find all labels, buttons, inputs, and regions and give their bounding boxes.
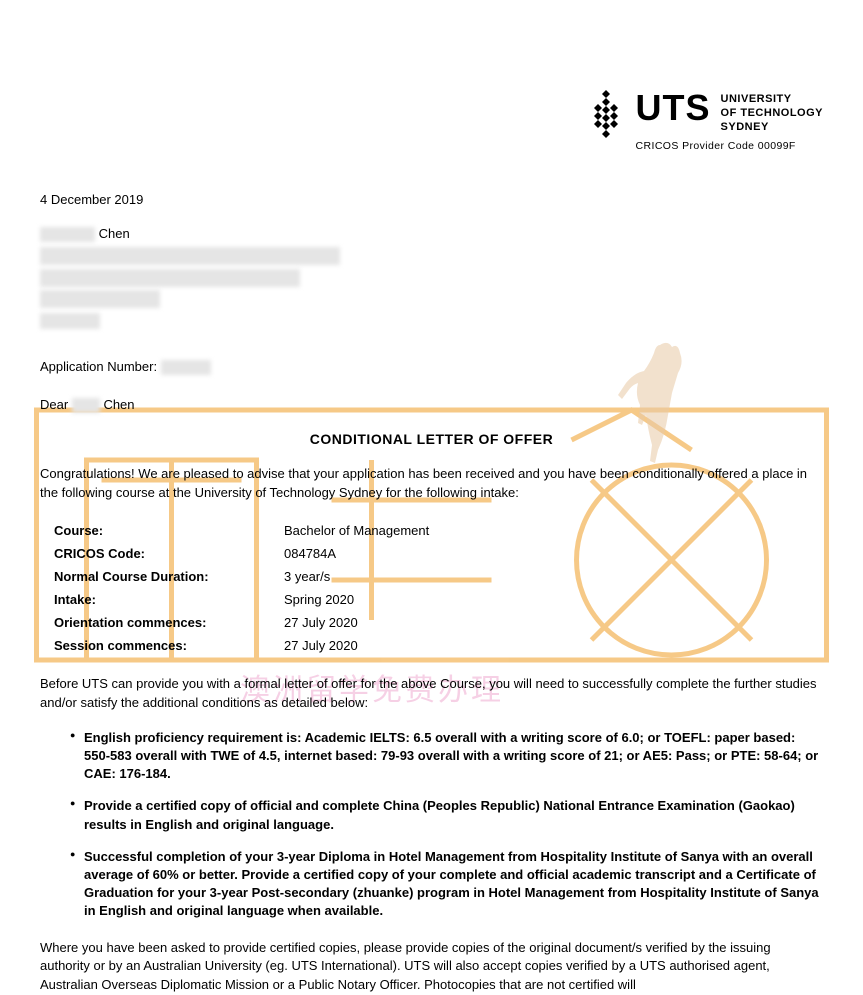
redacted — [72, 398, 100, 413]
redacted — [40, 290, 160, 308]
conditions-intro: Before UTS can provide you with a formal… — [40, 675, 823, 713]
redacted — [40, 313, 100, 329]
logo-line3: SYDNEY — [721, 121, 823, 135]
info-value: 084784A — [284, 546, 809, 561]
conditions-list: English proficiency requirement is: Acad… — [70, 729, 823, 921]
info-row: Normal Course Duration:3 year/s — [54, 565, 809, 588]
greeting-line: Dear Chen — [40, 397, 823, 413]
info-value: Bachelor of Management — [284, 523, 809, 538]
letter-date: 4 December 2019 — [40, 192, 823, 207]
application-number-line: Application Number: — [40, 359, 823, 375]
redacted — [161, 360, 211, 375]
info-value: 3 year/s — [284, 569, 809, 584]
redacted — [40, 227, 95, 242]
greeting-name: Chen — [103, 397, 134, 412]
redacted — [40, 269, 300, 287]
course-info-table: Course:Bachelor of ManagementCRICOS Code… — [54, 519, 809, 657]
info-row: Orientation commences:27 July 2020 — [54, 611, 809, 634]
intro-paragraph: Congratulations! We are pleased to advis… — [40, 465, 823, 503]
redacted — [40, 247, 340, 265]
info-row: CRICOS Code:084784A — [54, 542, 809, 565]
app-number-label: Application Number: — [40, 359, 157, 374]
info-row: Intake:Spring 2020 — [54, 588, 809, 611]
info-value: Spring 2020 — [284, 592, 809, 607]
info-label: Course: — [54, 523, 284, 538]
info-row: Course:Bachelor of Management — [54, 519, 809, 542]
recipient-surname: Chen — [99, 226, 130, 241]
logo-cricos: CRICOS Provider Code 00099F — [636, 140, 823, 152]
closing-paragraph: Where you have been asked to provide cer… — [40, 939, 823, 995]
condition-item: Successful completion of your 3-year Dip… — [70, 848, 823, 921]
info-value: 27 July 2020 — [284, 638, 809, 653]
info-label: CRICOS Code: — [54, 546, 284, 561]
logo-line1: UNIVERSITY — [721, 93, 823, 107]
recipient-address-block: Chen — [40, 225, 823, 329]
letter-title: CONDITIONAL LETTER OF OFFER — [40, 431, 823, 447]
condition-item: Provide a certified copy of official and… — [70, 797, 823, 833]
info-label: Intake: — [54, 592, 284, 607]
info-label: Session commences: — [54, 638, 284, 653]
greeting-prefix: Dear — [40, 397, 68, 412]
logo-uts-text: UTS — [636, 90, 711, 126]
info-value: 27 July 2020 — [284, 615, 809, 630]
info-row: Session commences:27 July 2020 — [54, 634, 809, 657]
info-label: Normal Course Duration: — [54, 569, 284, 584]
info-label: Orientation commences: — [54, 615, 284, 630]
condition-item: English proficiency requirement is: Acad… — [70, 729, 823, 784]
logo-line2: OF TECHNOLOGY — [721, 107, 823, 121]
uts-logo-icon — [586, 90, 626, 142]
uts-logo-block: UTS UNIVERSITY OF TECHNOLOGY SYDNEY CRIC… — [40, 90, 823, 152]
